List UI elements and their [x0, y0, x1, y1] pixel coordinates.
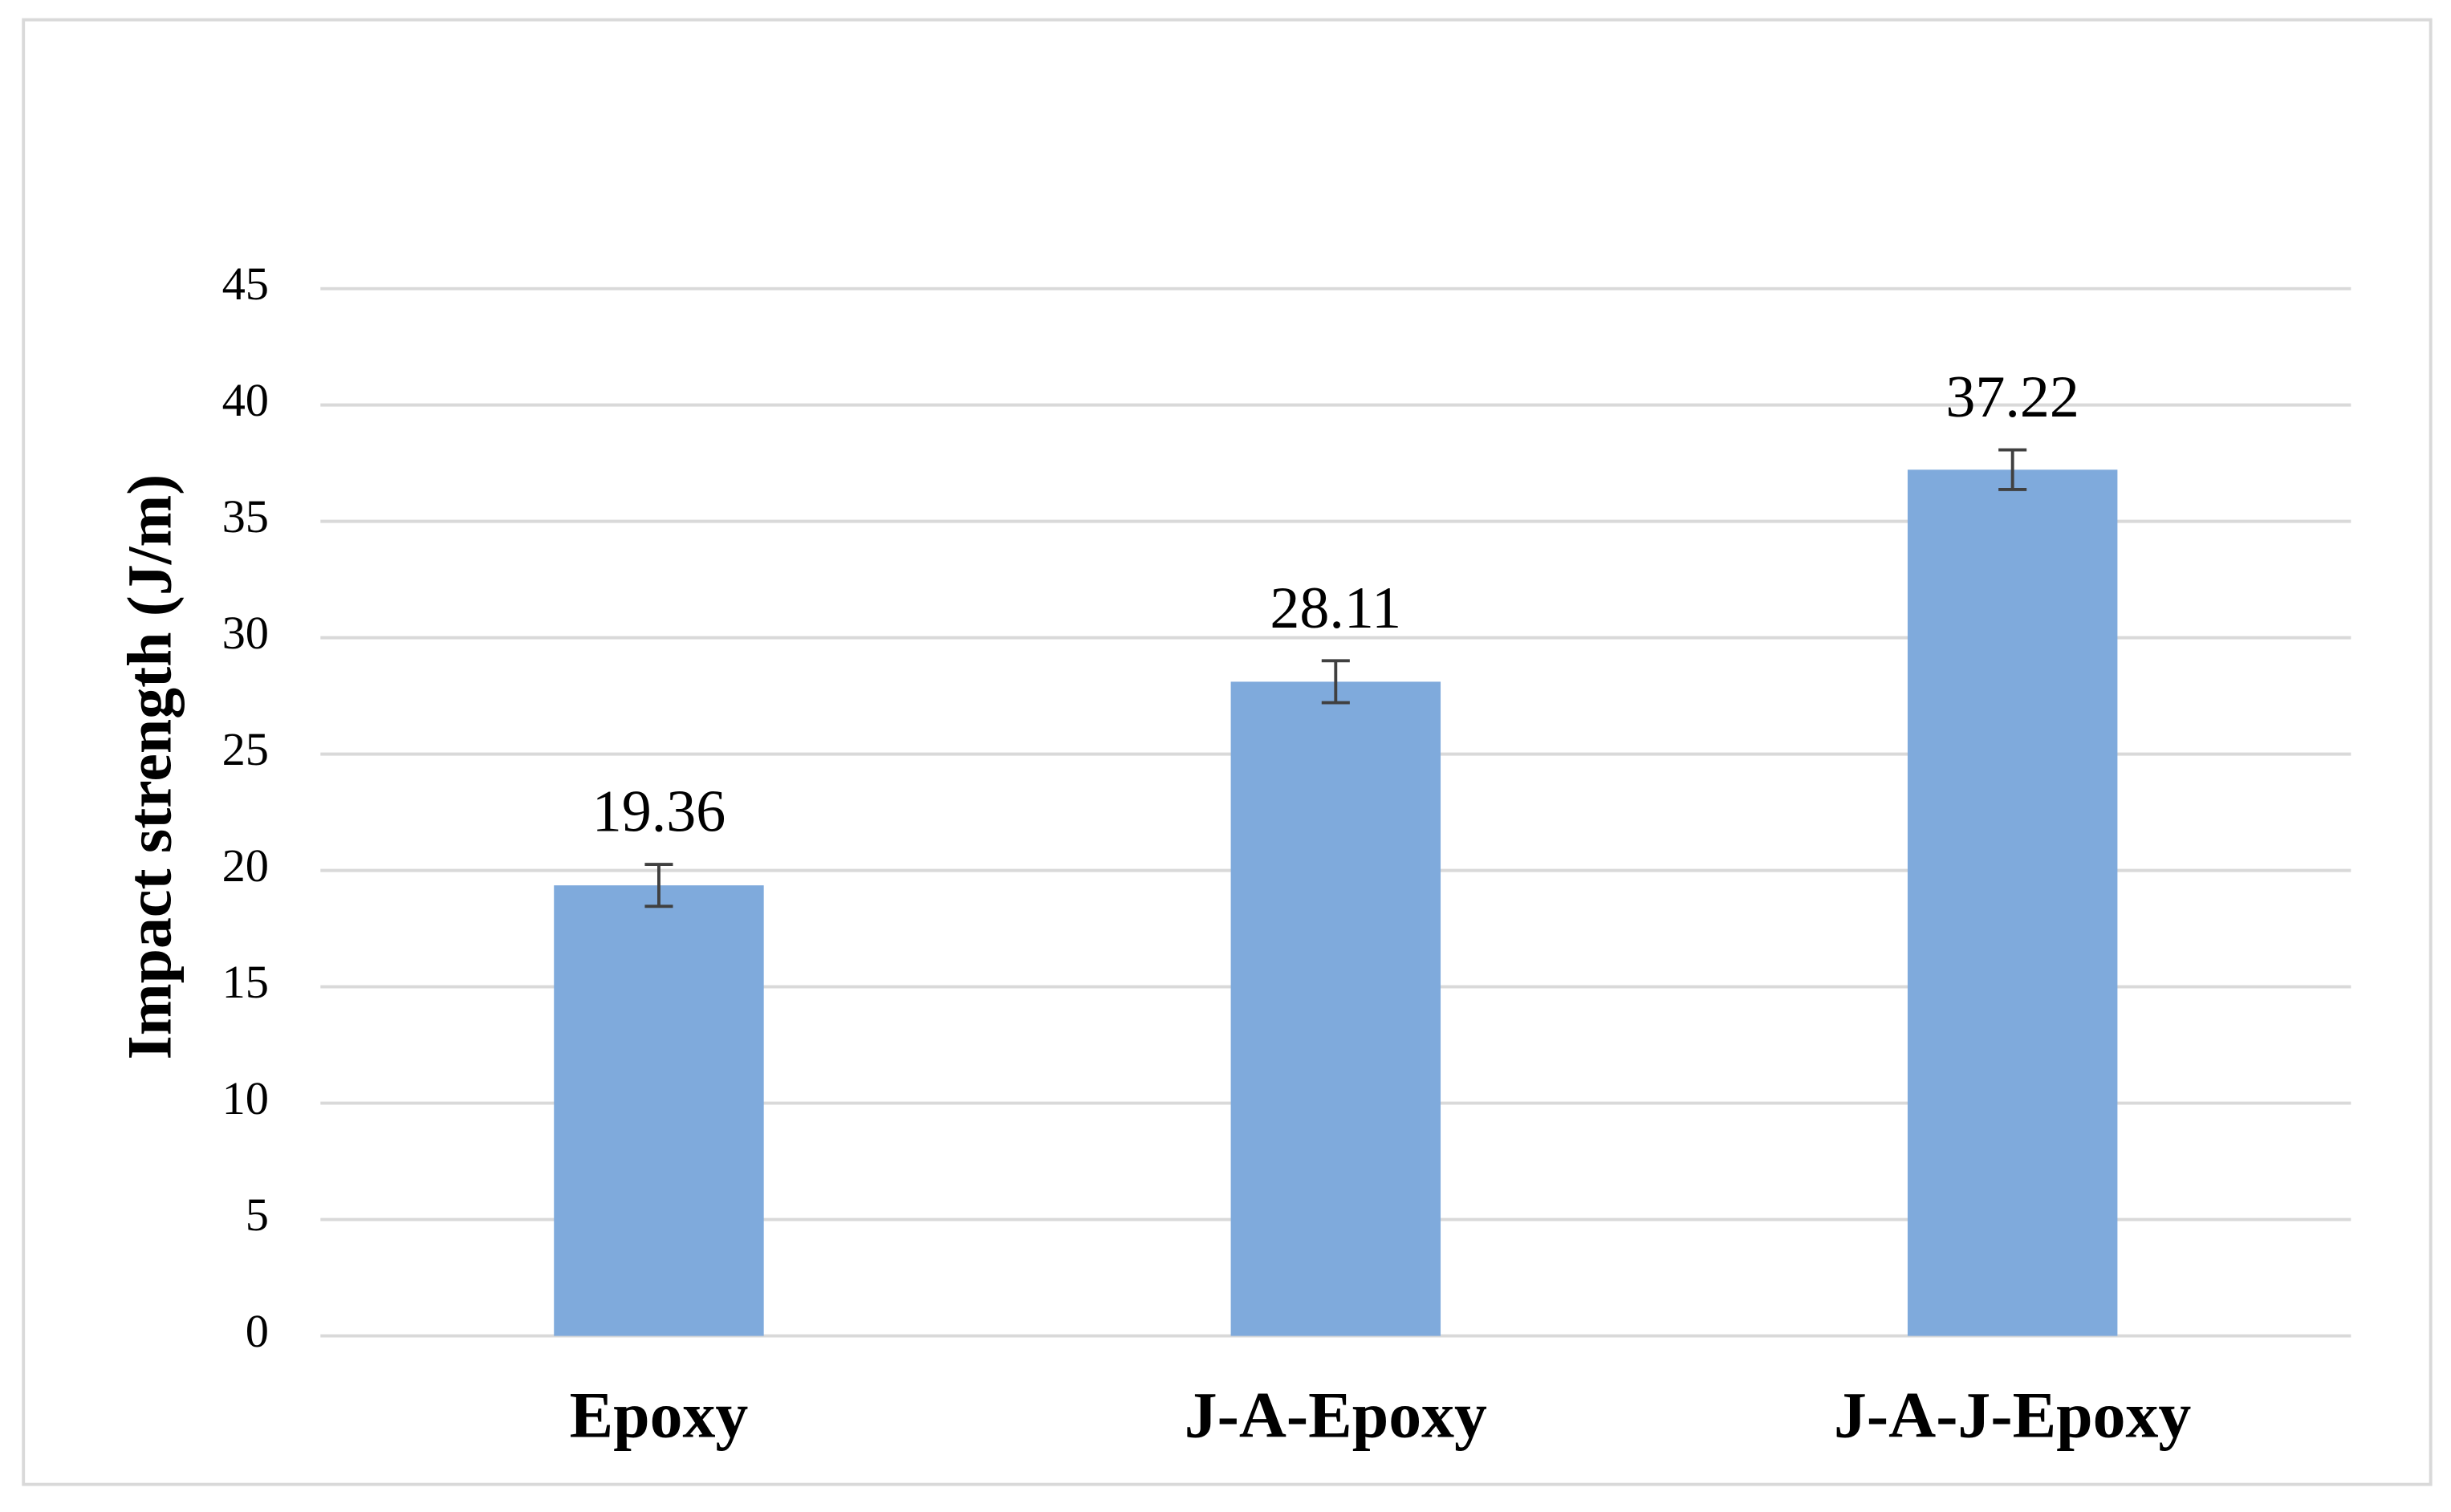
data-label: 28.11 — [1270, 575, 1401, 641]
bar — [1907, 469, 2118, 1336]
y-tick-label: 35 — [222, 490, 269, 543]
y-tick-label: 0 — [246, 1305, 269, 1357]
y-tick-label: 20 — [222, 839, 269, 892]
y-tick-label: 40 — [222, 374, 269, 426]
y-tick-label: 30 — [222, 607, 269, 659]
x-tick-label: Epoxy — [570, 1378, 749, 1451]
y-tick-label: 45 — [222, 258, 269, 310]
y-tick-label: 15 — [222, 956, 269, 1008]
x-tick-label: J-A-J-Epoxy — [1834, 1378, 2191, 1451]
y-tick-label: 10 — [222, 1072, 269, 1124]
data-label: 19.36 — [592, 779, 726, 845]
bar — [1230, 681, 1441, 1336]
y-tick-label: 5 — [246, 1189, 269, 1241]
y-axis-label: Impact strength (J/m) — [116, 474, 185, 1060]
bar — [554, 885, 764, 1336]
data-label: 37.22 — [1945, 364, 2079, 430]
x-tick-label: J-A-Epoxy — [1185, 1378, 1487, 1451]
y-tick-label: 25 — [222, 723, 269, 775]
